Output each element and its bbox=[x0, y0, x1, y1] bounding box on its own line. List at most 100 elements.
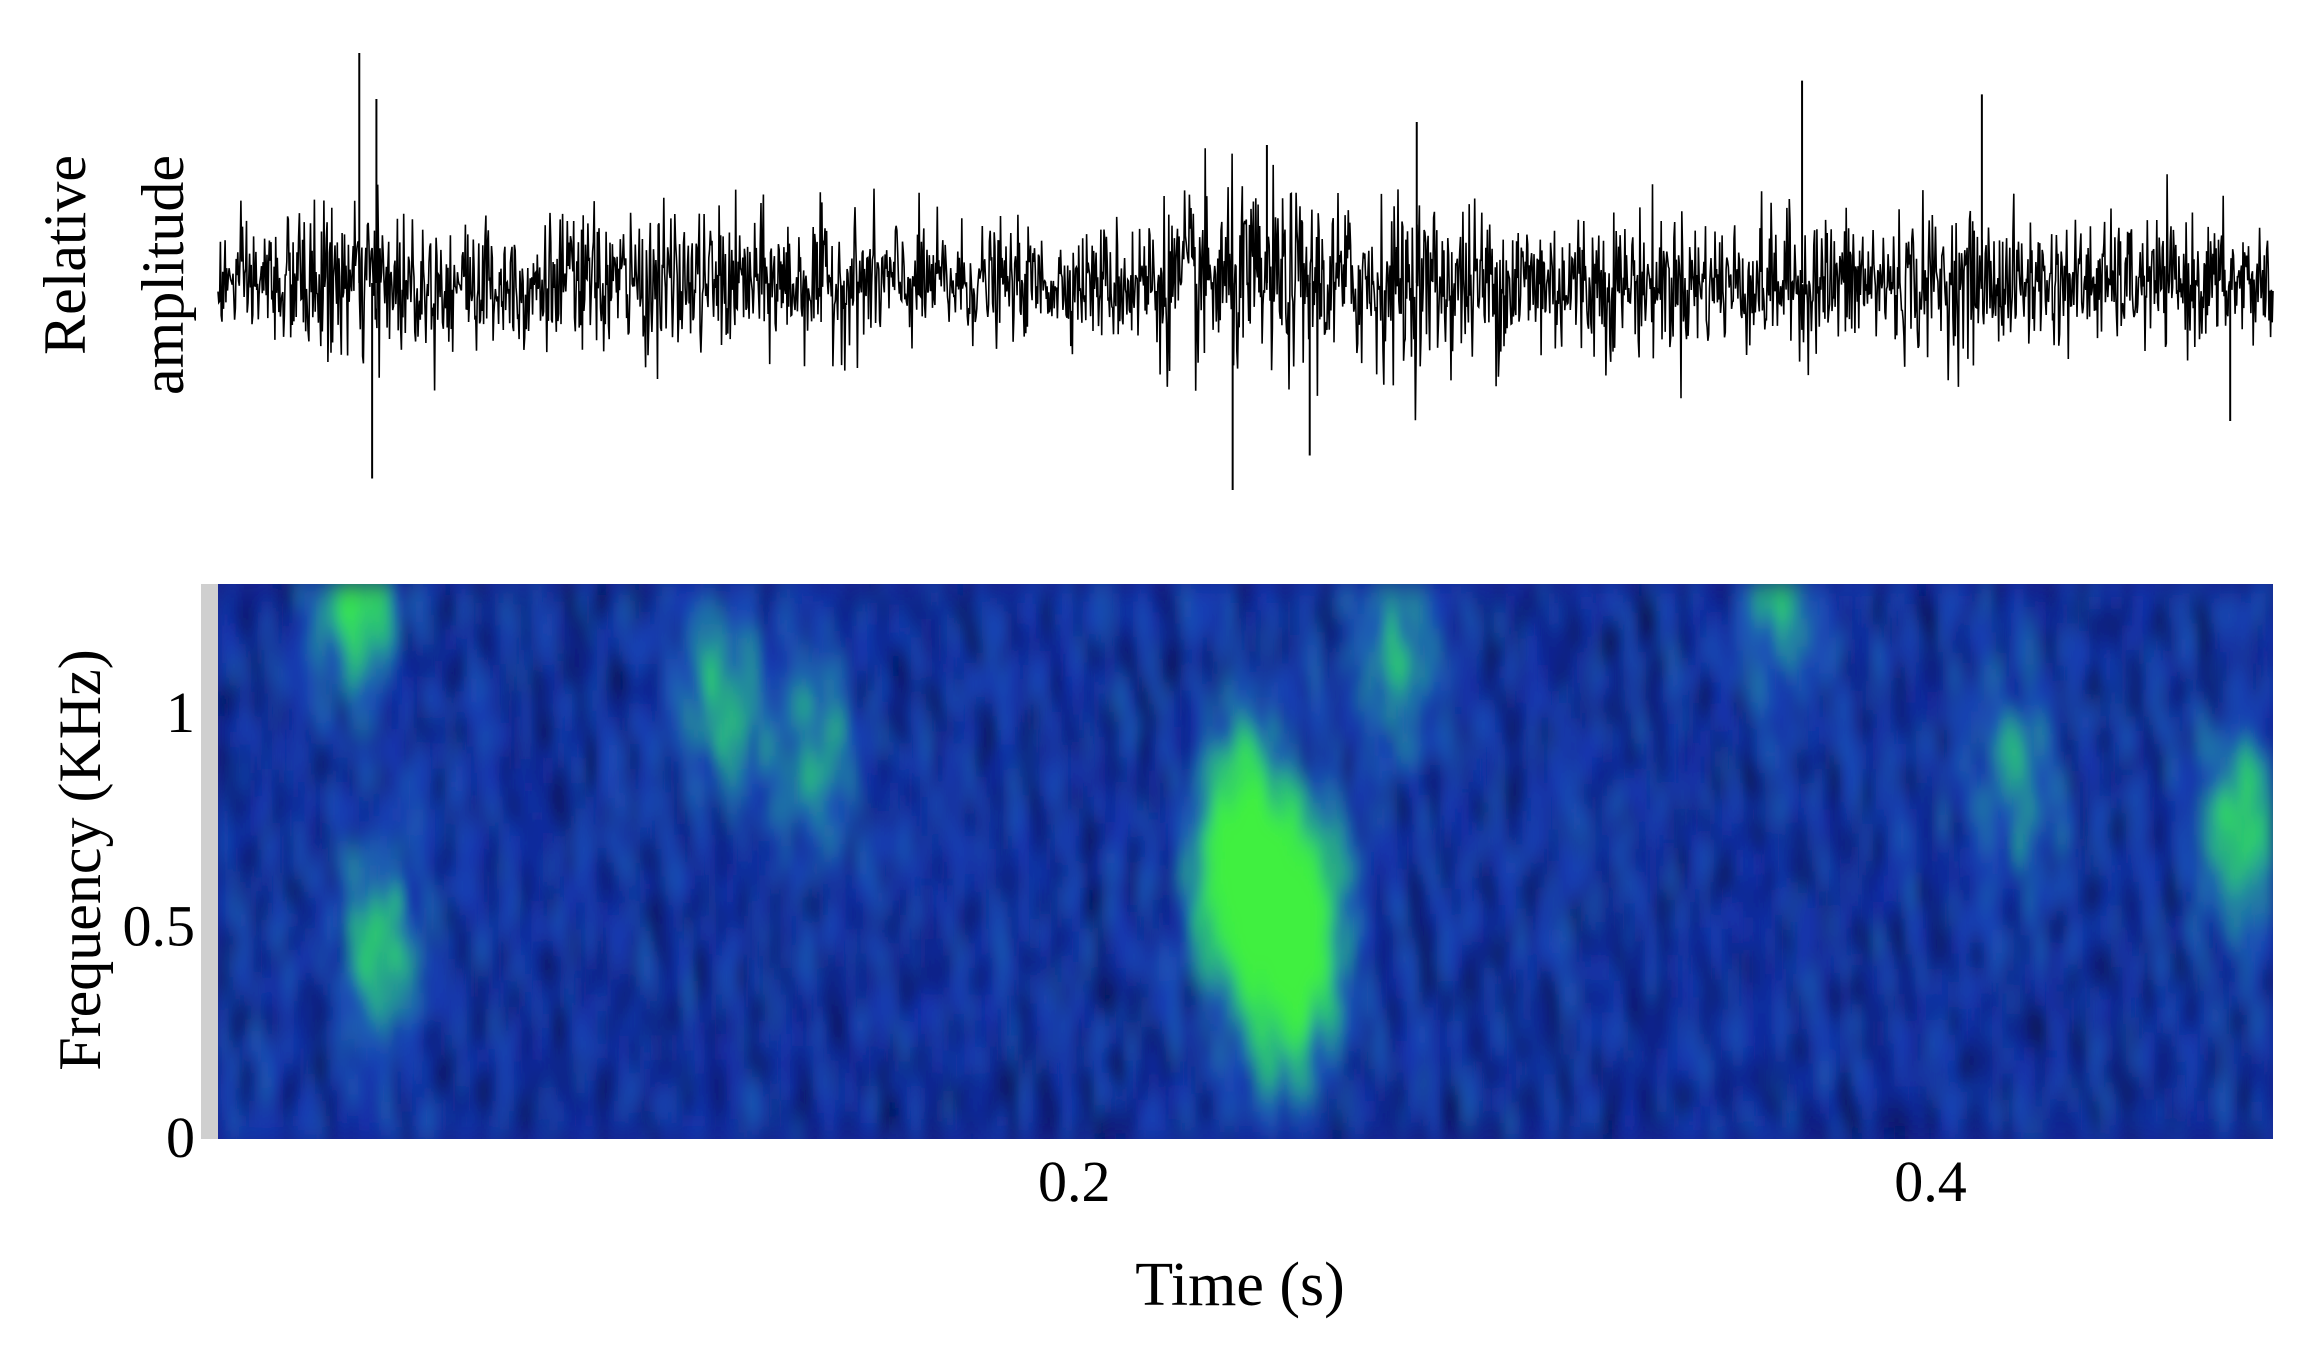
spectrogram-cell bbox=[445, 901, 457, 916]
spectrogram-cell bbox=[942, 993, 955, 1008]
spectrogram-cell bbox=[1159, 623, 1171, 638]
spectrogram-cell bbox=[1137, 901, 1149, 916]
spectrogram-cell bbox=[261, 914, 273, 929]
spectrogram-cell bbox=[769, 887, 782, 902]
spectrogram-cell bbox=[629, 848, 641, 863]
spectrogram-cell bbox=[520, 954, 533, 968]
spectrogram-cell bbox=[1299, 874, 1312, 889]
spectrogram-cell bbox=[1267, 584, 1279, 598]
spectrogram-cell bbox=[1213, 650, 1225, 665]
spectrogram-cell bbox=[1267, 1125, 1279, 1139]
spectrogram-cell bbox=[337, 769, 349, 783]
spectrogram-cell bbox=[358, 835, 371, 850]
spectrogram-cell bbox=[391, 1125, 403, 1139]
spectrogram-cell bbox=[1018, 901, 1030, 916]
spectrogram-cell bbox=[1321, 795, 1333, 810]
spectrogram-cell bbox=[791, 874, 803, 889]
spectrogram-cell bbox=[315, 967, 327, 982]
spectrogram-cell bbox=[391, 729, 403, 744]
spectrogram-cell bbox=[1094, 584, 1106, 598]
spectrogram-cell bbox=[1364, 967, 1377, 982]
spectrogram-cell bbox=[748, 623, 760, 638]
spectrogram-cell bbox=[802, 1099, 814, 1114]
spectrogram-cell bbox=[401, 980, 414, 995]
spectrogram-cell bbox=[661, 1020, 673, 1035]
spectrogram-cell bbox=[737, 676, 749, 691]
spectrogram-cell bbox=[520, 808, 533, 823]
spectrogram-cell bbox=[1191, 914, 1203, 929]
spectrogram-cell bbox=[964, 663, 976, 678]
spectrogram-cell bbox=[1332, 689, 1344, 704]
spectrogram-cell bbox=[1483, 729, 1495, 744]
spectrogram-cell bbox=[542, 1112, 555, 1127]
spectrogram-cell bbox=[996, 610, 1009, 625]
spectrogram-cell bbox=[510, 993, 522, 1008]
spectrogram-cell bbox=[574, 729, 587, 744]
spectrogram-cell bbox=[1104, 1033, 1117, 1048]
spectrogram-cell bbox=[358, 702, 371, 717]
spectrogram-cell bbox=[996, 782, 1009, 797]
spectrogram-cell bbox=[1180, 769, 1193, 783]
spectrogram-cell bbox=[1277, 808, 1290, 823]
spectrogram-cell bbox=[1342, 1072, 1355, 1087]
spectrogram-cell bbox=[618, 1006, 630, 1021]
spectrogram-cell bbox=[272, 887, 284, 902]
spectrogram-cell bbox=[1104, 755, 1117, 770]
spectrogram-cell bbox=[1429, 610, 1441, 625]
spectrogram-cell bbox=[921, 755, 933, 770]
spectrogram-cell bbox=[564, 769, 576, 783]
spectrogram-cell bbox=[629, 835, 641, 850]
spectrogram-cell bbox=[488, 1112, 500, 1127]
spectrogram-cell bbox=[369, 1072, 381, 1087]
spectrogram-cell bbox=[1234, 636, 1247, 651]
spectrogram-cell bbox=[975, 716, 987, 731]
spectrogram-cell bbox=[845, 1072, 857, 1087]
spectrogram-cell bbox=[1451, 1125, 1463, 1139]
spectrogram-cell bbox=[1029, 650, 1041, 665]
spectrogram-cell bbox=[1213, 597, 1225, 612]
spectrogram-cell bbox=[910, 967, 922, 982]
spectrogram-cell bbox=[1126, 861, 1139, 876]
spectrogram-cell bbox=[1234, 1020, 1247, 1035]
spectrogram-cell bbox=[1386, 782, 1398, 797]
spectrogram-cell bbox=[888, 887, 901, 902]
spectrogram-cell bbox=[910, 623, 922, 638]
spectrogram-cell bbox=[228, 742, 241, 757]
spectrogram-cell bbox=[401, 914, 414, 929]
spectrogram-cell bbox=[293, 636, 306, 651]
spectrogram-cell bbox=[239, 954, 252, 968]
spectrogram-cell bbox=[704, 702, 717, 717]
spectrogram-cell bbox=[748, 795, 760, 810]
spectrogram-cell bbox=[542, 597, 555, 612]
spectrogram-cell bbox=[337, 689, 349, 704]
spectrogram-cell bbox=[1191, 980, 1203, 995]
spectrogram-cell bbox=[802, 1086, 814, 1101]
spectrogram-cell bbox=[769, 1033, 782, 1048]
spectrogram-cell bbox=[585, 1112, 598, 1127]
spectrogram-cell bbox=[553, 901, 565, 916]
spectrogram-cell bbox=[1137, 1059, 1149, 1074]
spectrogram-cell bbox=[888, 755, 901, 770]
spectrogram-cell bbox=[618, 597, 630, 612]
spectrogram-cell bbox=[1223, 795, 1236, 810]
spectrogram-cell bbox=[250, 901, 262, 916]
spectrogram-cell bbox=[499, 782, 511, 797]
spectrogram-cell bbox=[1148, 1125, 1160, 1139]
spectrogram-cell bbox=[596, 782, 609, 797]
spectrogram-cell bbox=[1115, 782, 1128, 797]
spectrogram-cell bbox=[1342, 887, 1355, 902]
spectrogram-cell bbox=[1245, 887, 1258, 902]
spectrogram-cell bbox=[1148, 1046, 1160, 1061]
spectrogram-cell bbox=[531, 954, 544, 968]
spectrogram-cell bbox=[1256, 821, 1268, 836]
spectrogram-cell bbox=[358, 729, 371, 744]
spectrogram-cell bbox=[748, 782, 760, 797]
spectrogram-cell bbox=[564, 821, 576, 836]
spectrogram-cell bbox=[401, 821, 414, 836]
spectrogram-cell bbox=[1461, 597, 1474, 612]
spectrogram-cell bbox=[1267, 623, 1279, 638]
spectrogram-cell bbox=[1213, 1072, 1225, 1087]
spectrogram-cell bbox=[683, 901, 695, 916]
spectrogram-cell bbox=[1332, 940, 1344, 955]
spectrogram-cell bbox=[877, 980, 890, 995]
